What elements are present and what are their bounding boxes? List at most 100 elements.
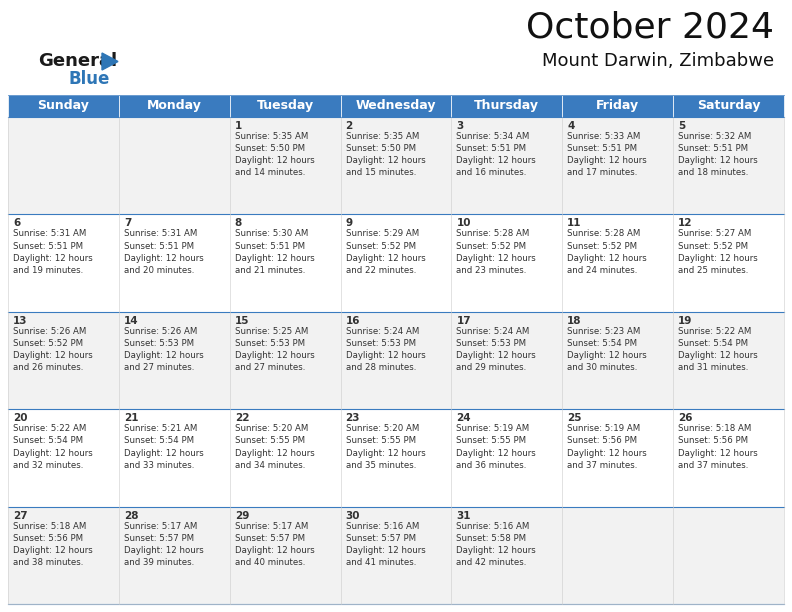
Text: 20: 20 xyxy=(13,413,28,424)
Text: 23: 23 xyxy=(345,413,360,424)
Text: 8: 8 xyxy=(234,218,242,228)
Bar xyxy=(230,312,341,409)
Polygon shape xyxy=(102,53,118,70)
Bar xyxy=(230,117,341,214)
Text: Sunrise: 5:22 AM
Sunset: 5:54 PM
Daylight: 12 hours
and 32 minutes.: Sunrise: 5:22 AM Sunset: 5:54 PM Dayligh… xyxy=(13,424,93,469)
Text: 29: 29 xyxy=(234,510,249,521)
Text: Wednesday: Wednesday xyxy=(356,100,436,113)
Text: Sunrise: 5:35 AM
Sunset: 5:50 PM
Daylight: 12 hours
and 14 minutes.: Sunrise: 5:35 AM Sunset: 5:50 PM Dayligh… xyxy=(234,132,314,177)
Text: Sunrise: 5:28 AM
Sunset: 5:52 PM
Daylight: 12 hours
and 23 minutes.: Sunrise: 5:28 AM Sunset: 5:52 PM Dayligh… xyxy=(456,230,536,275)
Text: Sunrise: 5:21 AM
Sunset: 5:54 PM
Daylight: 12 hours
and 33 minutes.: Sunrise: 5:21 AM Sunset: 5:54 PM Dayligh… xyxy=(124,424,204,469)
Text: 17: 17 xyxy=(456,316,471,326)
Bar xyxy=(451,117,562,214)
Text: 18: 18 xyxy=(567,316,582,326)
Text: Sunrise: 5:16 AM
Sunset: 5:57 PM
Daylight: 12 hours
and 41 minutes.: Sunrise: 5:16 AM Sunset: 5:57 PM Dayligh… xyxy=(345,521,425,567)
Bar xyxy=(562,214,673,312)
Text: Sunrise: 5:27 AM
Sunset: 5:52 PM
Daylight: 12 hours
and 25 minutes.: Sunrise: 5:27 AM Sunset: 5:52 PM Dayligh… xyxy=(678,230,758,275)
Bar xyxy=(451,214,562,312)
Bar xyxy=(673,312,784,409)
Text: Sunrise: 5:17 AM
Sunset: 5:57 PM
Daylight: 12 hours
and 40 minutes.: Sunrise: 5:17 AM Sunset: 5:57 PM Dayligh… xyxy=(234,521,314,567)
Bar xyxy=(230,409,341,507)
Text: 31: 31 xyxy=(456,510,471,521)
Bar xyxy=(230,507,341,604)
Bar xyxy=(8,312,119,409)
Bar xyxy=(119,117,230,214)
Text: October 2024: October 2024 xyxy=(526,10,774,44)
Text: 10: 10 xyxy=(456,218,471,228)
Text: Sunrise: 5:31 AM
Sunset: 5:51 PM
Daylight: 12 hours
and 20 minutes.: Sunrise: 5:31 AM Sunset: 5:51 PM Dayligh… xyxy=(124,230,204,275)
Bar xyxy=(673,507,784,604)
Text: Monday: Monday xyxy=(147,100,202,113)
Bar xyxy=(341,409,451,507)
Bar xyxy=(673,409,784,507)
Text: 1: 1 xyxy=(234,121,242,131)
Text: Sunrise: 5:23 AM
Sunset: 5:54 PM
Daylight: 12 hours
and 30 minutes.: Sunrise: 5:23 AM Sunset: 5:54 PM Dayligh… xyxy=(567,327,647,372)
Text: 9: 9 xyxy=(345,218,352,228)
Text: 5: 5 xyxy=(678,121,685,131)
Text: 16: 16 xyxy=(345,316,360,326)
Text: Sunrise: 5:24 AM
Sunset: 5:53 PM
Daylight: 12 hours
and 28 minutes.: Sunrise: 5:24 AM Sunset: 5:53 PM Dayligh… xyxy=(345,327,425,372)
Bar xyxy=(451,312,562,409)
Bar xyxy=(8,507,119,604)
Text: Sunrise: 5:20 AM
Sunset: 5:55 PM
Daylight: 12 hours
and 35 minutes.: Sunrise: 5:20 AM Sunset: 5:55 PM Dayligh… xyxy=(345,424,425,469)
Bar xyxy=(341,507,451,604)
Bar xyxy=(341,312,451,409)
Text: 24: 24 xyxy=(456,413,471,424)
Text: Sunrise: 5:26 AM
Sunset: 5:52 PM
Daylight: 12 hours
and 26 minutes.: Sunrise: 5:26 AM Sunset: 5:52 PM Dayligh… xyxy=(13,327,93,372)
Text: 12: 12 xyxy=(678,218,693,228)
Text: Sunrise: 5:24 AM
Sunset: 5:53 PM
Daylight: 12 hours
and 29 minutes.: Sunrise: 5:24 AM Sunset: 5:53 PM Dayligh… xyxy=(456,327,536,372)
Text: 22: 22 xyxy=(234,413,249,424)
Text: Sunrise: 5:26 AM
Sunset: 5:53 PM
Daylight: 12 hours
and 27 minutes.: Sunrise: 5:26 AM Sunset: 5:53 PM Dayligh… xyxy=(124,327,204,372)
Text: Sunrise: 5:19 AM
Sunset: 5:55 PM
Daylight: 12 hours
and 36 minutes.: Sunrise: 5:19 AM Sunset: 5:55 PM Dayligh… xyxy=(456,424,536,469)
Text: Sunrise: 5:35 AM
Sunset: 5:50 PM
Daylight: 12 hours
and 15 minutes.: Sunrise: 5:35 AM Sunset: 5:50 PM Dayligh… xyxy=(345,132,425,177)
Text: 4: 4 xyxy=(567,121,575,131)
Text: Mount Darwin, Zimbabwe: Mount Darwin, Zimbabwe xyxy=(542,52,774,70)
Bar xyxy=(673,214,784,312)
Text: Sunrise: 5:31 AM
Sunset: 5:51 PM
Daylight: 12 hours
and 19 minutes.: Sunrise: 5:31 AM Sunset: 5:51 PM Dayligh… xyxy=(13,230,93,275)
Bar xyxy=(119,214,230,312)
Text: Sunrise: 5:20 AM
Sunset: 5:55 PM
Daylight: 12 hours
and 34 minutes.: Sunrise: 5:20 AM Sunset: 5:55 PM Dayligh… xyxy=(234,424,314,469)
Bar xyxy=(341,117,451,214)
Text: 7: 7 xyxy=(124,218,131,228)
Text: Sunrise: 5:17 AM
Sunset: 5:57 PM
Daylight: 12 hours
and 39 minutes.: Sunrise: 5:17 AM Sunset: 5:57 PM Dayligh… xyxy=(124,521,204,567)
Text: 19: 19 xyxy=(678,316,692,326)
Text: Tuesday: Tuesday xyxy=(257,100,314,113)
Bar xyxy=(119,409,230,507)
Bar xyxy=(673,117,784,214)
Bar xyxy=(451,95,562,117)
Text: 26: 26 xyxy=(678,413,693,424)
Bar xyxy=(8,214,119,312)
Bar xyxy=(8,95,119,117)
Text: Sunday: Sunday xyxy=(37,100,89,113)
Text: Friday: Friday xyxy=(596,100,639,113)
Text: 2: 2 xyxy=(345,121,352,131)
Text: 11: 11 xyxy=(567,218,582,228)
Text: Sunrise: 5:33 AM
Sunset: 5:51 PM
Daylight: 12 hours
and 17 minutes.: Sunrise: 5:33 AM Sunset: 5:51 PM Dayligh… xyxy=(567,132,647,177)
Text: 6: 6 xyxy=(13,218,21,228)
Text: 28: 28 xyxy=(124,510,139,521)
Text: Blue: Blue xyxy=(68,70,109,88)
Bar xyxy=(119,95,230,117)
Bar xyxy=(451,507,562,604)
Text: General: General xyxy=(38,52,117,70)
Bar xyxy=(230,95,341,117)
Bar xyxy=(8,117,119,214)
Bar xyxy=(562,117,673,214)
Bar xyxy=(562,95,673,117)
Text: Sunrise: 5:22 AM
Sunset: 5:54 PM
Daylight: 12 hours
and 31 minutes.: Sunrise: 5:22 AM Sunset: 5:54 PM Dayligh… xyxy=(678,327,758,372)
Text: Sunrise: 5:32 AM
Sunset: 5:51 PM
Daylight: 12 hours
and 18 minutes.: Sunrise: 5:32 AM Sunset: 5:51 PM Dayligh… xyxy=(678,132,758,177)
Text: 3: 3 xyxy=(456,121,463,131)
Text: Saturday: Saturday xyxy=(697,100,760,113)
Text: Sunrise: 5:29 AM
Sunset: 5:52 PM
Daylight: 12 hours
and 22 minutes.: Sunrise: 5:29 AM Sunset: 5:52 PM Dayligh… xyxy=(345,230,425,275)
Bar xyxy=(562,409,673,507)
Text: 14: 14 xyxy=(124,316,139,326)
Text: Sunrise: 5:34 AM
Sunset: 5:51 PM
Daylight: 12 hours
and 16 minutes.: Sunrise: 5:34 AM Sunset: 5:51 PM Dayligh… xyxy=(456,132,536,177)
Bar xyxy=(451,409,562,507)
Text: 21: 21 xyxy=(124,413,139,424)
Text: Sunrise: 5:16 AM
Sunset: 5:58 PM
Daylight: 12 hours
and 42 minutes.: Sunrise: 5:16 AM Sunset: 5:58 PM Dayligh… xyxy=(456,521,536,567)
Bar xyxy=(119,507,230,604)
Text: 15: 15 xyxy=(234,316,249,326)
Bar xyxy=(230,214,341,312)
Text: Sunrise: 5:25 AM
Sunset: 5:53 PM
Daylight: 12 hours
and 27 minutes.: Sunrise: 5:25 AM Sunset: 5:53 PM Dayligh… xyxy=(234,327,314,372)
Bar xyxy=(8,409,119,507)
